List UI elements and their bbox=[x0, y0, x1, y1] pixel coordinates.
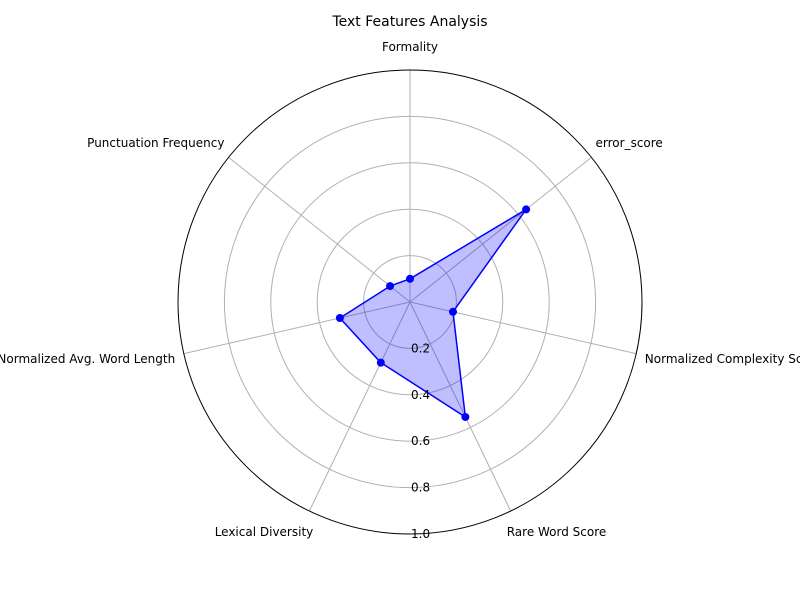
grid-layer bbox=[177, 69, 643, 535]
series-line bbox=[338, 208, 527, 419]
r-tick-label: 0.6 bbox=[411, 434, 430, 448]
category-label: Rare Word Score bbox=[507, 525, 607, 539]
grid-spoke bbox=[228, 156, 411, 303]
r-tick-label: 0.4 bbox=[411, 388, 430, 402]
data-point bbox=[376, 358, 385, 367]
data-point bbox=[386, 282, 395, 291]
data-point bbox=[461, 412, 470, 421]
series-area bbox=[339, 209, 527, 417]
grid-spoke bbox=[409, 301, 637, 355]
category-label: Lexical Diversity bbox=[215, 525, 314, 539]
data-point bbox=[522, 205, 531, 214]
grid-spoke bbox=[308, 301, 411, 512]
label-layer: 0.2 0.4 0.6 0.8 1.0 Formality error_score Norma… bbox=[0, 40, 800, 541]
category-label: Formality bbox=[382, 40, 438, 54]
data-point bbox=[448, 307, 457, 316]
grid-spoke bbox=[409, 301, 512, 512]
category-label: Normalized Complexity Score bbox=[645, 352, 800, 366]
category-label: error_score bbox=[596, 136, 663, 150]
category-label: Normalized Avg. Word Length bbox=[0, 352, 175, 366]
data-layer bbox=[335, 205, 531, 421]
r-tick-label: 0.2 bbox=[411, 341, 430, 355]
grid-spoke bbox=[183, 301, 411, 355]
grid-spoke bbox=[409, 156, 592, 303]
data-point bbox=[406, 274, 414, 283]
polar-frame bbox=[177, 69, 643, 535]
r-tick-label: 1.0 bbox=[411, 527, 430, 541]
chart-title: Text Features Analysis bbox=[331, 14, 487, 30]
r-tick-label: 0.8 bbox=[411, 481, 430, 495]
category-label: Punctuation Frequency bbox=[87, 136, 224, 150]
data-point bbox=[335, 314, 344, 323]
